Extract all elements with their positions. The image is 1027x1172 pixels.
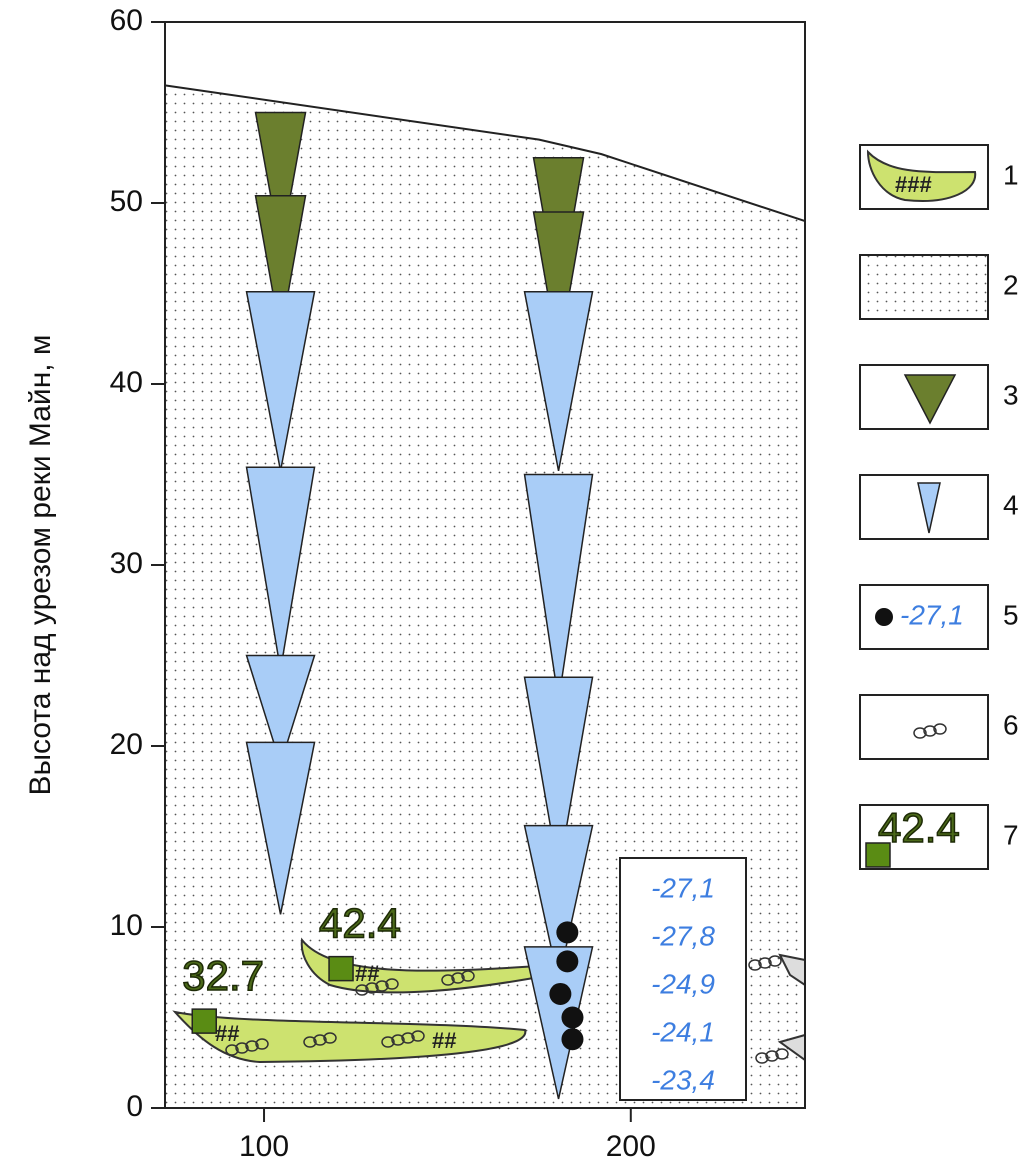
dot xyxy=(556,950,578,972)
legend-label: 6 xyxy=(1003,709,1019,740)
svg-text:##: ## xyxy=(215,1021,239,1046)
dot-label: -27,8 xyxy=(651,920,715,951)
site-square xyxy=(192,1009,216,1033)
legend-hash: ### xyxy=(895,172,932,197)
legend-dot xyxy=(875,608,893,626)
legend-label: 3 xyxy=(1003,379,1019,410)
dot xyxy=(556,921,578,943)
y-tick-label: 0 xyxy=(126,1090,143,1123)
y-tick-label: 40 xyxy=(110,366,143,399)
y-tick-label: 30 xyxy=(110,547,143,580)
dot-label: -24,9 xyxy=(651,968,715,999)
dot xyxy=(561,1028,583,1050)
legend-label: 4 xyxy=(1003,489,1019,520)
legend-label: 5 xyxy=(1003,599,1019,630)
y-axis-label: Высота над урезом реки Майн, м xyxy=(24,334,57,795)
site-age: 32.7 xyxy=(182,952,264,999)
y-tick-label: 20 xyxy=(110,728,143,761)
legend-text: 42.4 xyxy=(878,804,960,851)
y-tick-label: 50 xyxy=(110,185,143,218)
legend-box xyxy=(860,695,988,759)
y-tick-label: 60 xyxy=(110,4,143,37)
x-tick-label: 100 xyxy=(239,1130,289,1163)
site-square xyxy=(329,957,353,981)
dot-label: -24,1 xyxy=(651,1016,715,1047)
legend-box xyxy=(860,255,988,319)
svg-text:##: ## xyxy=(432,1028,456,1053)
chart: 0 10 20 30 40 50 60 100 200 Высота над урезом ре… xyxy=(0,0,1027,1167)
y-tick-label: 10 xyxy=(110,909,143,942)
legend-label: 7 xyxy=(1003,819,1019,850)
svg-text:##: ## xyxy=(355,961,379,986)
legend-label: 1 xyxy=(1003,159,1019,190)
legend-label: 2 xyxy=(1003,269,1019,300)
dot xyxy=(561,1007,583,1029)
site-age: 42.4 xyxy=(319,900,401,947)
dot-label: -27,1 xyxy=(651,872,715,903)
dot xyxy=(549,983,571,1005)
dot-label: -23,4 xyxy=(651,1064,715,1095)
legend-text: -27,1 xyxy=(900,599,964,630)
x-tick-label: 200 xyxy=(606,1130,656,1163)
